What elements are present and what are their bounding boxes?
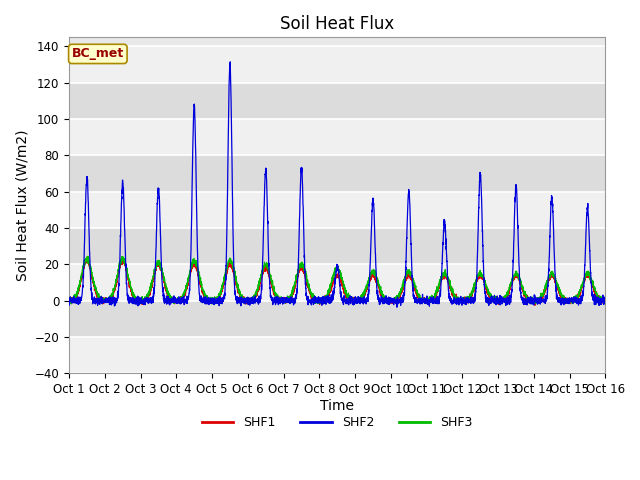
Bar [69,47,605,83]
Text: BC_met: BC_met [72,48,124,60]
Bar [69,337,605,373]
Bar [69,300,605,337]
Bar [69,119,605,156]
Y-axis label: Soil Heat Flux (W/m2): Soil Heat Flux (W/m2) [15,130,29,281]
Title: Soil Heat Flux: Soil Heat Flux [280,15,394,33]
Bar [69,83,605,119]
X-axis label: Time: Time [320,399,354,413]
Bar [69,264,605,300]
Bar [69,192,605,228]
Bar [69,156,605,192]
Legend: SHF1, SHF2, SHF3: SHF1, SHF2, SHF3 [196,411,477,434]
Bar [69,228,605,264]
